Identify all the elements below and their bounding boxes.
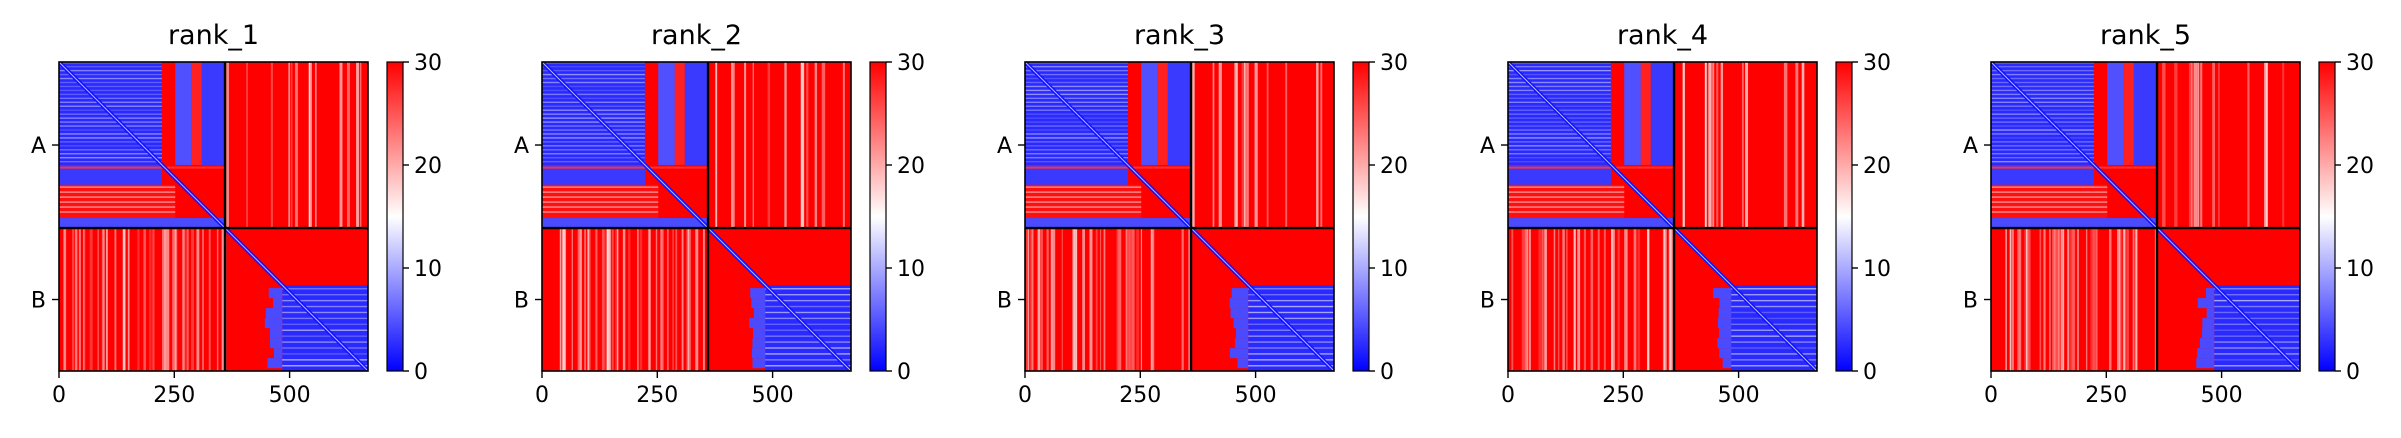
chain-label-B: B	[1480, 289, 1495, 314]
heatmap-frame	[541, 61, 852, 372]
heatmap	[1025, 62, 1334, 371]
colorbar-tick-label: 30	[897, 51, 925, 76]
x-tick-label: 250	[2085, 383, 2127, 408]
colorbar	[386, 61, 404, 372]
x-tick-label: 500	[1718, 383, 1760, 408]
panel-rank_5: rank_5 A B 0 250 500 0 10 20 30	[1963, 20, 2374, 408]
heatmap	[59, 62, 368, 371]
x-tick-label: 0	[1501, 383, 1515, 408]
colorbar-tick-label: 10	[2346, 257, 2374, 282]
heatmap-frame	[58, 61, 369, 372]
x-tick-label: 0	[1018, 383, 1032, 408]
colorbar-tick-label: 20	[897, 154, 925, 179]
panel-rank_4: rank_4 A B 0 250 500 0 10 20 30	[1480, 20, 1891, 408]
x-tick-label: 500	[269, 383, 311, 408]
chain-label-B: B	[31, 289, 46, 314]
chain-label-A: A	[31, 134, 46, 159]
panel-title: rank_1	[168, 20, 259, 51]
x-tick-label: 0	[535, 383, 549, 408]
x-tick-label: 500	[752, 383, 794, 408]
panel-title: rank_4	[1617, 20, 1708, 51]
heatmap-frame	[1024, 61, 1335, 372]
colorbar	[2318, 61, 2336, 372]
heatmap	[1991, 62, 2300, 371]
colorbar-tick-label: 30	[1380, 51, 1408, 76]
heatmap-frame	[1990, 61, 2301, 372]
colorbar	[1352, 61, 1370, 372]
chain-label-A: A	[997, 134, 1012, 159]
colorbar-tick-label: 10	[897, 257, 925, 282]
panel-title: rank_5	[2100, 20, 2191, 51]
chain-label-A: A	[1963, 134, 1978, 159]
panel-rank_1: rank_1 A B 0 250 500 0 10 20 30	[31, 20, 442, 408]
colorbar-tick-label: 30	[1863, 51, 1891, 76]
panel-rank_2: rank_2 A B 0 250 500 0 10 20 30	[514, 20, 925, 408]
chain-label-B: B	[1963, 289, 1978, 314]
colorbar-tick-label: 30	[414, 51, 442, 76]
colorbar-tick-label: 10	[1863, 257, 1891, 282]
chain-label-B: B	[997, 289, 1012, 314]
colorbar-tick-label: 0	[1380, 360, 1394, 385]
chain-label-A: A	[1480, 134, 1495, 159]
colorbar-tick-label: 20	[1380, 154, 1408, 179]
colorbar-tick-label: 10	[1380, 257, 1408, 282]
colorbar-tick-label: 0	[414, 360, 428, 385]
x-tick-label: 250	[153, 383, 195, 408]
chain-label-A: A	[514, 134, 529, 159]
colorbar-tick-label: 0	[897, 360, 911, 385]
colorbar-tick-label: 20	[414, 154, 442, 179]
x-tick-label: 250	[1602, 383, 1644, 408]
colorbar-tick-label: 30	[2346, 51, 2374, 76]
x-tick-label: 250	[636, 383, 678, 408]
x-tick-label: 500	[1235, 383, 1277, 408]
colorbar-tick-label: 0	[1863, 360, 1877, 385]
x-tick-label: 0	[52, 383, 66, 408]
heatmap	[1508, 62, 1817, 371]
chain-label-B: B	[514, 289, 529, 314]
colorbar	[1835, 61, 1853, 372]
heatmap	[542, 62, 851, 371]
colorbar-tick-label: 0	[2346, 360, 2360, 385]
panel-title: rank_3	[1134, 20, 1225, 51]
heatmap-frame	[1507, 61, 1818, 372]
panel-rank_3: rank_3 A B 0 250 500 0 10 20 30	[997, 20, 1408, 408]
colorbar	[869, 61, 887, 372]
x-tick-label: 0	[1984, 383, 1998, 408]
panel-title: rank_2	[651, 20, 742, 51]
x-tick-label: 500	[2201, 383, 2243, 408]
x-tick-label: 250	[1119, 383, 1161, 408]
colorbar-tick-label: 20	[2346, 154, 2374, 179]
colorbar-tick-label: 10	[414, 257, 442, 282]
colorbar-tick-label: 20	[1863, 154, 1891, 179]
